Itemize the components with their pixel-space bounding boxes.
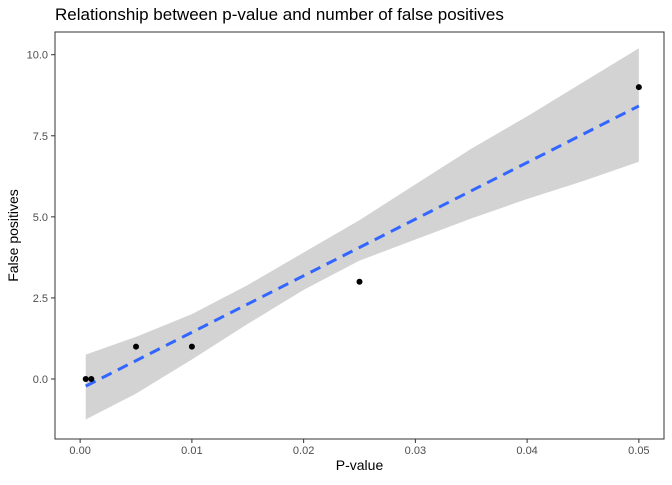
data-point: [133, 343, 140, 350]
y-tick-label: 2.5: [33, 293, 48, 305]
x-tick-label: 0.04: [516, 445, 537, 457]
x-tick-label: 0.02: [293, 445, 314, 457]
y-tick-label: 0.0: [33, 374, 48, 386]
data-point: [188, 343, 195, 350]
panel-border: [54, 31, 665, 440]
data-point: [88, 376, 95, 383]
y-tick-label: 10.0: [27, 50, 48, 62]
chart-title: Relationship between p-value and number …: [55, 5, 504, 24]
x-tick-label: 0.00: [69, 445, 90, 457]
fit-line: [85, 104, 640, 388]
x-tick-label: 0.05: [628, 445, 649, 457]
y-tick-label: 7.5: [33, 131, 48, 143]
x-axis: 0.00 0.01 0.02 0.03 0.04 0.05: [69, 439, 650, 457]
data-point: [635, 84, 642, 91]
fit-line-layer: [85, 104, 640, 388]
x-tick-label: 0.01: [181, 445, 202, 457]
y-axis-title: False positives: [5, 189, 21, 282]
points-layer: [82, 84, 642, 383]
data-point: [82, 376, 89, 383]
data-point: [356, 278, 363, 285]
y-tick-label: 5.0: [33, 212, 48, 224]
x-tick-label: 0.03: [405, 445, 426, 457]
confidence-band-layer: [85, 48, 639, 420]
confidence-band: [85, 48, 639, 420]
y-axis: 0.0 2.5 5.0 7.5 10.0: [27, 50, 55, 386]
x-axis-title: P-value: [336, 457, 384, 473]
